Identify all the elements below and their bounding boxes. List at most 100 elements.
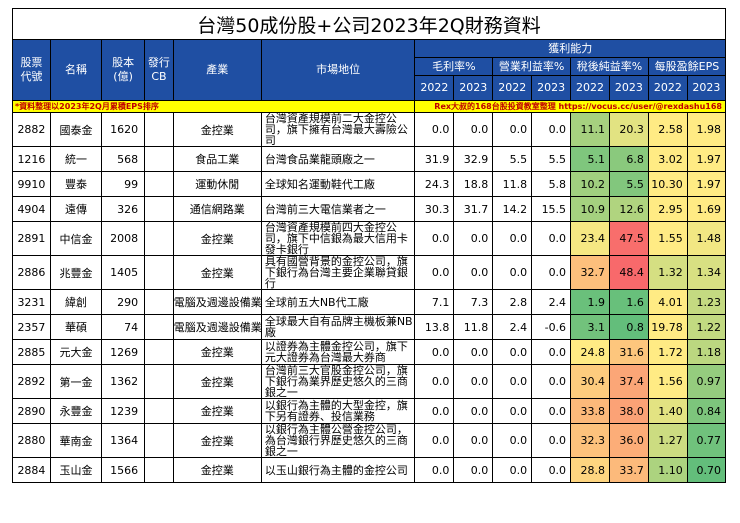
industry: 金控業 — [172, 221, 262, 256]
stock-name: 華碩 — [49, 314, 103, 340]
stock-name: 華南金 — [49, 423, 103, 458]
gross-margin-2022: 0.0 — [414, 457, 455, 483]
stock-code: 2884 — [12, 457, 51, 483]
net-margin-2023: 6.8 — [608, 146, 649, 172]
financial-table: 台灣50成份股+公司2023年2Q財務資料 股票代號 名稱 股本(億) 發行CB… — [11, 8, 727, 483]
market-position: 台灣前三大官股金控公司，旗下銀行為業界歷史悠久的三商銀之一 — [260, 364, 416, 399]
table-row: 2886 兆豐金 1405 金控業 具有國營背景的金控公司，旗下銀行為台灣主要企業聯貸銀… — [12, 255, 727, 290]
eps-2023: 1.97 — [686, 171, 727, 197]
stock-code: 2892 — [12, 364, 51, 399]
cb-flag — [144, 364, 174, 399]
header-net-margin: 稅後純益率% — [570, 57, 649, 76]
gross-margin-2022: 24.3 — [414, 171, 455, 197]
gross-margin-2023: 7.3 — [453, 289, 494, 315]
eps-2022: 1.32 — [647, 255, 688, 290]
industry: 金控業 — [172, 255, 262, 290]
eps-2022: 1.55 — [647, 221, 688, 256]
gross-margin-2022: 0.0 — [414, 221, 455, 256]
eps-2023: 1.98 — [686, 112, 727, 147]
gross-margin-2022: 0.0 — [414, 255, 455, 290]
market-position: 以玉山銀行為主體的金控公司 — [260, 457, 416, 483]
eps-2022: 2.95 — [647, 196, 688, 222]
page-title: 台灣50成份股+公司2023年2Q財務資料 — [12, 8, 726, 40]
capital: 1362 — [101, 364, 146, 399]
header-industry: 產業 — [172, 39, 262, 101]
stock-code: 2882 — [12, 112, 51, 147]
operating-margin-2023: 15.5 — [531, 196, 572, 222]
capital: 1566 — [101, 457, 146, 483]
cb-flag — [144, 196, 174, 222]
net-margin-2023: 38.0 — [608, 398, 649, 424]
net-margin-2023: 31.6 — [608, 339, 649, 365]
table-row: 2890 永豐金 1239 金控業 以銀行為主體的大型金控，旗下另有證券、投信業務 0.0… — [12, 398, 727, 424]
operating-margin-2023: -0.6 — [531, 314, 572, 340]
stock-name: 永豐金 — [49, 398, 103, 424]
header-gross-margin: 毛利率% — [414, 57, 494, 76]
stock-code: 1216 — [12, 146, 51, 172]
year-header: 2023 — [453, 75, 494, 101]
operating-margin-2022: 14.2 — [492, 196, 533, 222]
stock-name: 統一 — [49, 146, 103, 172]
header-name: 名稱 — [49, 39, 103, 101]
cb-flag — [144, 112, 174, 147]
table-row: 2880 華南金 1364 金控業 以銀行為主體公營金控公司，為台灣銀行界歷史悠久的三商… — [12, 423, 727, 458]
source-credit: Rex大叔的168台股投資教室整理 https://vocus.cc/user/… — [414, 100, 726, 113]
gross-margin-2022: 13.8 — [414, 314, 455, 340]
operating-margin-2022: 5.5 — [492, 146, 533, 172]
stock-code: 3231 — [12, 289, 51, 315]
stock-name: 玉山金 — [49, 457, 103, 483]
eps-2023: 1.18 — [686, 339, 727, 365]
operating-margin-2023: 5.5 — [531, 146, 572, 172]
industry: 金控業 — [172, 423, 262, 458]
operating-margin-2022: 0.0 — [492, 221, 533, 256]
net-margin-2022: 32.7 — [570, 255, 610, 290]
stock-name: 兆豐金 — [49, 255, 103, 290]
table-row: 3231 緯創 290 電腦及週邊設備業 全球前五大NB代工廠 7.1 7.3 2.8 2.4 1… — [12, 289, 727, 315]
stock-code: 2880 — [12, 423, 51, 458]
eps-2023: 1.34 — [686, 255, 727, 290]
industry: 金控業 — [172, 398, 262, 424]
stock-code: 2891 — [12, 221, 51, 256]
stock-name: 遠傳 — [49, 196, 103, 222]
year-header: 2022 — [647, 75, 688, 101]
capital: 74 — [101, 314, 146, 340]
financial-table-container: 台灣50成份股+公司2023年2Q財務資料 股票代號 名稱 股本(億) 發行CB… — [11, 8, 727, 483]
header-eps: 每股盈餘EPS — [647, 57, 727, 76]
table-row: 2891 中信金 2008 金控業 台灣資產規模前四大金控公司，旗下中信銀為最大信用卡發… — [12, 221, 727, 256]
industry: 電腦及週邊設備業 — [172, 289, 262, 315]
cb-flag — [144, 255, 174, 290]
table-row: 4904 遠傳 326 通信網路業 台灣前三大電信業者之一 30.3 31.7 14.2 15.… — [12, 196, 727, 222]
eps-2022: 2.58 — [647, 112, 688, 147]
operating-margin-2022: 2.8 — [492, 289, 533, 315]
year-header: 2023 — [531, 75, 572, 101]
industry: 電腦及週邊設備業 — [172, 314, 262, 340]
capital: 2008 — [101, 221, 146, 256]
operating-margin-2022: 0.0 — [492, 398, 533, 424]
industry: 通信網路業 — [172, 196, 262, 222]
operating-margin-2022: 0.0 — [492, 423, 533, 458]
stock-name: 國泰金 — [49, 112, 103, 147]
net-margin-2022: 33.8 — [570, 398, 610, 424]
cb-flag — [144, 289, 174, 315]
gross-margin-2023: 31.7 — [453, 196, 494, 222]
table-row: 1216 統一 568 食品工業 台灣食品業龍頭廠之一 31.9 32.9 5.5 5.5 5.1… — [12, 146, 727, 172]
cb-flag — [144, 314, 174, 340]
stock-code: 9910 — [12, 171, 51, 197]
operating-margin-2022: 11.8 — [492, 171, 533, 197]
table-row: 9910 豐泰 99 運動休閒 全球知名運動鞋代工廠 24.3 18.8 11.8 5.8 10.… — [12, 171, 727, 197]
eps-2022: 1.56 — [647, 364, 688, 399]
stock-code: 2357 — [12, 314, 51, 340]
year-header: 2023 — [608, 75, 649, 101]
stock-name: 緯創 — [49, 289, 103, 315]
table-row: 2357 華碩 74 電腦及週邊設備業 全球最大自有品牌主機板兼NB廠 13.8 11.8 2… — [12, 314, 727, 340]
capital: 290 — [101, 289, 146, 315]
operating-margin-2022: 0.0 — [492, 457, 533, 483]
net-margin-2022: 10.9 — [570, 196, 610, 222]
gross-margin-2023: 0.0 — [453, 364, 494, 399]
gross-margin-2022: 0.0 — [414, 364, 455, 399]
cb-flag — [144, 221, 174, 256]
net-margin-2023: 37.4 — [608, 364, 649, 399]
stock-code: 2890 — [12, 398, 51, 424]
net-margin-2023: 5.5 — [608, 171, 649, 197]
eps-2023: 0.77 — [686, 423, 727, 458]
